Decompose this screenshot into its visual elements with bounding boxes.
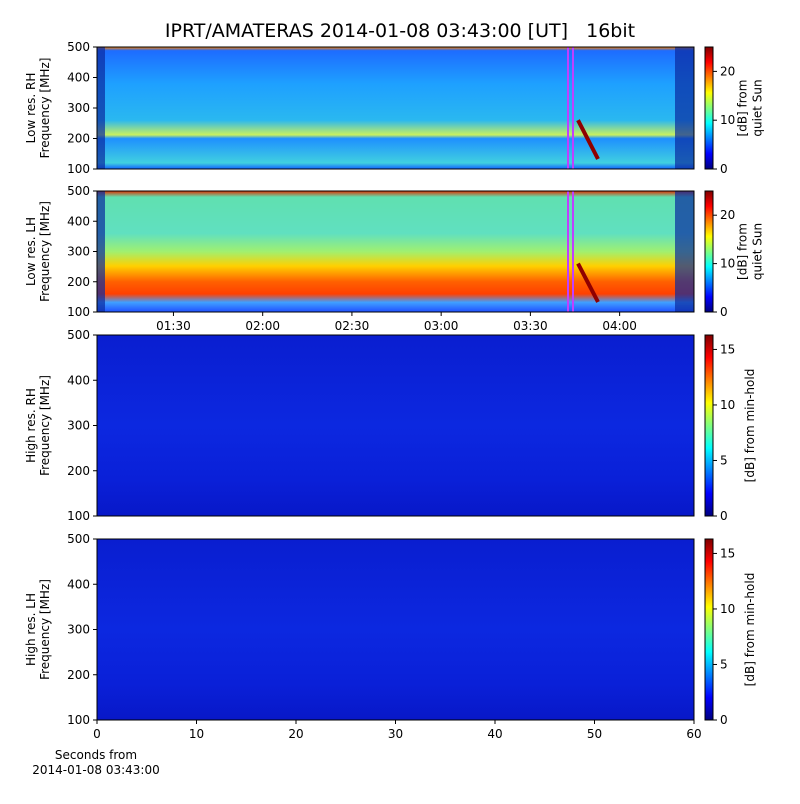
colorbar-tick-label: 0 xyxy=(720,509,728,523)
colorbar xyxy=(704,538,714,721)
colorbar-tick-label: 15 xyxy=(720,342,735,356)
x-tick-label: 04:00 xyxy=(602,319,637,333)
y-tick-label: 300 xyxy=(67,623,90,637)
x-tick-label: 10 xyxy=(189,727,204,741)
colorbar xyxy=(704,46,714,170)
y-tick-label: 400 xyxy=(67,214,90,228)
spectrogram-image xyxy=(97,335,694,516)
y-tick-label: 200 xyxy=(67,275,90,289)
y-tick-label: 100 xyxy=(67,713,90,727)
y-tick-label: 500 xyxy=(67,532,90,546)
colorbar-label: quiet Sun xyxy=(751,223,765,280)
colorbar-tick-label: 0 xyxy=(720,162,728,176)
colorbar-label: [dB] from xyxy=(736,80,750,137)
y-tick-label: 400 xyxy=(67,373,90,387)
y-tick-label: 200 xyxy=(67,464,90,478)
x-tick-label: 0 xyxy=(93,727,101,741)
x-tick-label: 60 xyxy=(686,727,701,741)
x-tick-label: 03:00 xyxy=(424,319,459,333)
colorbar-tick-label: 5 xyxy=(720,453,728,467)
y-axis-label: Low res. LH xyxy=(24,217,38,286)
colorbar-label: quiet Sun xyxy=(751,79,765,136)
colorbar-tick-label: 10 xyxy=(720,398,735,412)
data-gap xyxy=(675,47,694,169)
colorbar-tick-label: 15 xyxy=(720,546,735,560)
spectrogram-image xyxy=(97,47,694,169)
x-tick-label: 50 xyxy=(587,727,602,741)
y-axis-label: High res. RH xyxy=(24,388,38,463)
colorbar-tick-label: 5 xyxy=(720,657,728,671)
x-tick-label: 02:30 xyxy=(335,319,370,333)
colorbar-tick-label: 10 xyxy=(720,113,735,127)
y-axis-label: Frequency [MHz] xyxy=(38,375,52,476)
y-tick-label: 500 xyxy=(67,40,90,54)
colorbar xyxy=(704,190,714,313)
y-tick-label: 400 xyxy=(67,577,90,591)
colorbar-tick-label: 20 xyxy=(720,64,735,78)
colorbar-tick-label: 10 xyxy=(720,257,735,271)
x-tick-label: 20 xyxy=(288,727,303,741)
y-tick-label: 200 xyxy=(67,668,90,682)
y-axis-label: Frequency [MHz] xyxy=(38,579,52,680)
y-axis-label: Frequency [MHz] xyxy=(38,58,52,159)
colorbar-tick-label: 10 xyxy=(720,602,735,616)
y-tick-label: 100 xyxy=(67,305,90,319)
colorbar-label: [dB] from xyxy=(736,223,750,280)
x-axis-label: 2014-01-08 03:43:00 xyxy=(32,763,159,777)
colorbar-tick-label: 0 xyxy=(720,305,728,319)
colorbar xyxy=(704,334,714,517)
y-tick-label: 100 xyxy=(67,509,90,523)
y-tick-label: 500 xyxy=(67,184,90,198)
x-tick-label: 40 xyxy=(487,727,502,741)
data-gap xyxy=(675,191,694,312)
x-tick-label: 03:30 xyxy=(513,319,548,333)
spectrogram-image xyxy=(97,539,694,720)
x-axis-label: Seconds from xyxy=(55,748,137,762)
colorbar-tick-label: 20 xyxy=(720,208,735,222)
colorbar-tick-label: 0 xyxy=(720,713,728,727)
data-gap xyxy=(97,191,105,312)
y-tick-label: 200 xyxy=(67,132,90,146)
spectrogram-image xyxy=(97,191,694,312)
data-gap xyxy=(97,47,105,169)
y-tick-label: 300 xyxy=(67,101,90,115)
y-tick-label: 500 xyxy=(67,328,90,342)
y-tick-label: 100 xyxy=(67,162,90,176)
x-tick-label: 02:00 xyxy=(245,319,280,333)
x-tick-label: 01:30 xyxy=(156,319,191,333)
y-tick-label: 300 xyxy=(67,419,90,433)
y-tick-label: 300 xyxy=(67,245,90,259)
colorbar-label: [dB] from min-hold xyxy=(743,369,757,483)
y-axis-label: Low res. RH xyxy=(24,73,38,144)
y-tick-label: 400 xyxy=(67,71,90,85)
burst xyxy=(576,262,600,303)
y-axis-label: Frequency [MHz] xyxy=(38,201,52,302)
colorbar-label: [dB] from min-hold xyxy=(743,573,757,687)
chart-title: IPRT/AMATERAS 2014-01-08 03:43:00 [UT] 1… xyxy=(165,20,635,42)
burst xyxy=(576,119,600,160)
x-tick-label: 30 xyxy=(388,727,403,741)
y-axis-label: High res. LH xyxy=(24,593,38,666)
